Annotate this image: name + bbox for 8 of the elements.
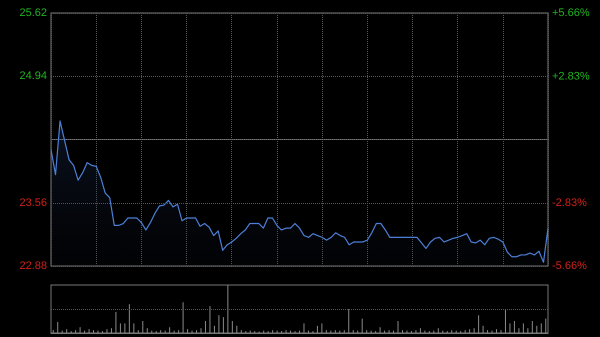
y-tick-label: 23.56 xyxy=(19,197,47,210)
y2-tick-label: -5.66% xyxy=(552,260,588,272)
y2-tick-label: +5.66% xyxy=(552,7,590,19)
y-tick-label: 25.62 xyxy=(19,7,47,19)
y2-tick-label: +2.83% xyxy=(552,70,590,82)
y-tick-label: 22.88 xyxy=(19,260,47,272)
y-tick-label: 24.94 xyxy=(19,70,47,82)
y2-tick-label: -2.83% xyxy=(552,196,588,209)
